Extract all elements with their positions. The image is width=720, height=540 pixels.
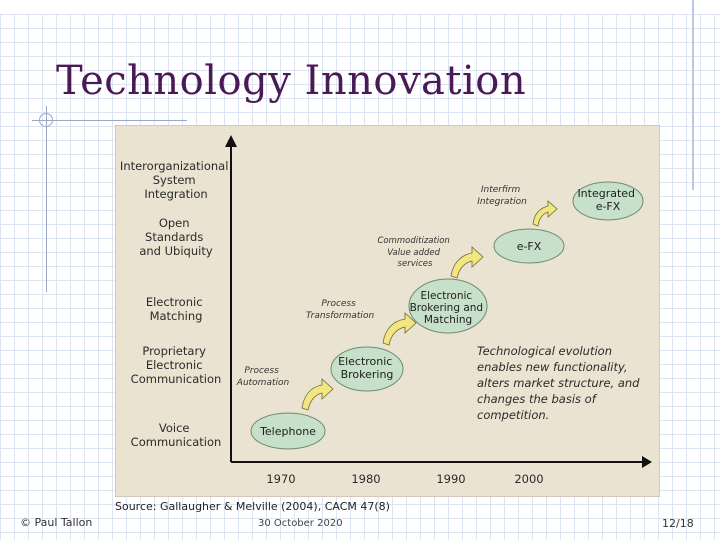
footer-date: 30 October 2020 — [258, 518, 343, 529]
stage-node — [493, 228, 565, 264]
title-underline — [32, 120, 187, 121]
top-bar — [0, 0, 720, 14]
transition-arrow — [450, 246, 484, 279]
transition-label: Commoditization Value added services — [377, 236, 452, 269]
y-level-label: Electronic Matching — [146, 295, 206, 323]
y-level-label: Voice Communication — [131, 421, 222, 449]
transition-arrow — [382, 312, 417, 346]
y-level-label: Proprietary Electronic Communication — [131, 344, 222, 386]
title-ornament-circle — [39, 113, 53, 127]
stage-label: e-FX — [517, 240, 542, 253]
stage-node — [330, 346, 404, 392]
figure-panel — [114, 124, 661, 498]
x-tick-label: 1990 — [436, 472, 465, 486]
figure-svg: Interorganizational System Integration O… — [114, 124, 661, 498]
x-tick-label: 1970 — [266, 472, 295, 486]
x-tick-label: 1980 — [351, 472, 380, 486]
stage-node — [408, 278, 488, 334]
stage-node — [250, 412, 326, 450]
y-axis-arrowhead — [225, 135, 237, 147]
stage-node — [572, 181, 644, 221]
stage-label: Electronic Brokering — [338, 355, 396, 381]
source-citation: Source: Gallaugher & Melville (2004), CA… — [115, 500, 390, 513]
transition-label: Process Automation — [236, 366, 290, 388]
evolution-figure: Interorganizational System Integration O… — [114, 124, 661, 498]
right-accent-line — [692, 0, 694, 190]
title-vertical-rule — [46, 106, 47, 292]
stage-label: Telephone — [259, 425, 316, 438]
transition-arrow — [532, 200, 558, 227]
page-number: 12/18 — [662, 517, 694, 530]
transition-label: Process Transformation — [306, 299, 375, 321]
x-axis-arrowhead — [642, 456, 652, 468]
transition-arrow — [301, 378, 334, 411]
x-tick-label: 2000 — [514, 472, 543, 486]
evolution-note: Technological evolution enables new func… — [477, 344, 643, 422]
footer-author: © Paul Tallon — [20, 516, 93, 529]
transition-label: Interfirm Integration — [477, 185, 527, 207]
stage-label: Electronic Brokering and Matching — [410, 290, 487, 326]
y-level-label: Open Standards and Ubiquity — [139, 216, 212, 258]
stage-label: Integrated e-FX — [577, 187, 638, 213]
y-level-label: Interorganizational System Integration — [120, 159, 232, 201]
slide-title: Technology Innovation — [56, 58, 527, 104]
